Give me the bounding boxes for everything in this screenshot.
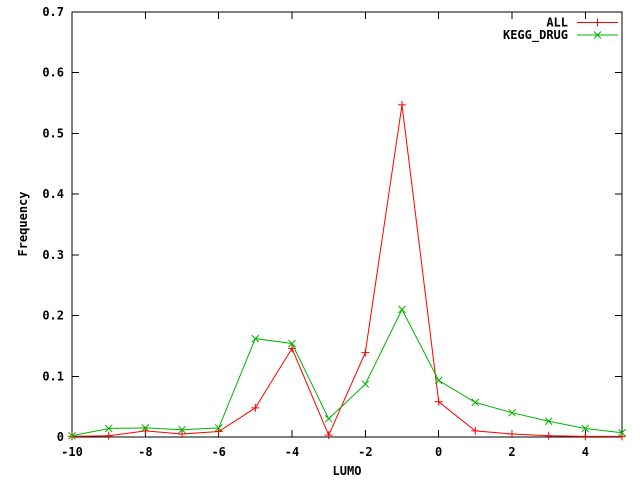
series-markers-KEGG_DRUG	[68, 305, 626, 440]
x-tick-label: -10	[61, 445, 83, 459]
axis-ticks	[71, 11, 622, 438]
y-tick-label: 0	[57, 430, 64, 444]
x-tick-label: 2	[508, 445, 515, 459]
legend-sample-marker-KEGG_DRUG	[593, 31, 602, 39]
data-series	[68, 100, 626, 441]
legend-label-KEGG_DRUG: KEGG_DRUG	[503, 28, 568, 43]
legend-label-ALL: ALL	[546, 16, 568, 30]
x-tick-label: -2	[358, 445, 372, 459]
x-tick-label: -8	[138, 445, 152, 459]
y-tick-label: 0.5	[42, 126, 64, 140]
y-axis-label: Frequency	[16, 191, 30, 256]
series-line-ALL	[71, 104, 622, 437]
y-tick-label: 0.7	[42, 5, 64, 19]
series-markers-ALL	[68, 100, 626, 441]
y-tick-label: 0.6	[42, 66, 64, 80]
series-line-KEGG_DRUG	[71, 308, 623, 437]
legend-sample-marker-ALL	[593, 18, 602, 27]
x-axis-label: LUMO	[333, 464, 362, 478]
y-tick-label: 0.2	[42, 309, 64, 323]
axis-tick-labels: -10 -8 -6 -4 -2 0 2 4 0 0.1 0.2 0.3 0.4 0.5 0.6 0.7	[42, 5, 589, 459]
x-tick-label: -4	[285, 445, 299, 459]
x-tick-label: 4	[582, 445, 589, 459]
y-tick-label: 0.1	[42, 369, 64, 383]
plot-border	[71, 11, 623, 438]
x-tick-label: -6	[211, 445, 225, 459]
x-tick-label: 0	[435, 445, 442, 459]
y-tick-label: 0.4	[42, 187, 64, 201]
y-tick-label: 0.3	[42, 248, 64, 262]
